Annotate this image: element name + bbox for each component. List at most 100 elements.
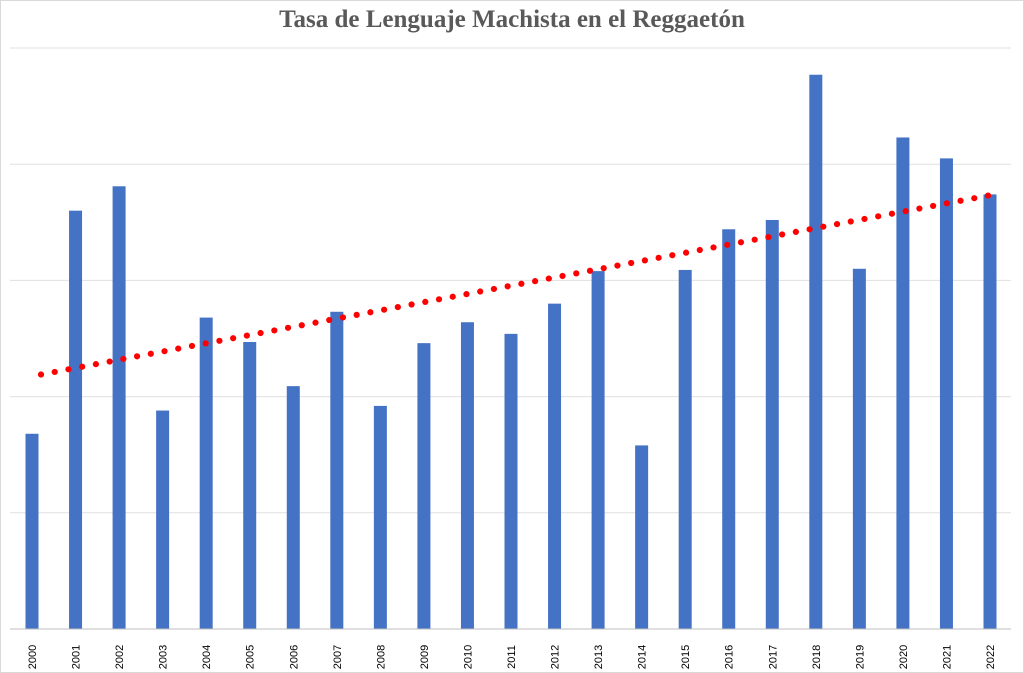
x-tick-label: 2010	[462, 645, 474, 669]
trendline-dot	[641, 257, 648, 264]
trendline-dot	[394, 303, 401, 311]
trendline-dot	[175, 345, 182, 352]
trendline-dot	[628, 259, 635, 267]
x-tick-label: 2014	[637, 645, 649, 669]
x-tick-label: 2006	[288, 645, 300, 669]
trendline-dot	[422, 298, 429, 306]
trendline-dot	[518, 280, 525, 287]
trendline-dot	[92, 361, 99, 368]
bar-series	[25, 74, 997, 630]
trendline-dot	[531, 278, 539, 285]
x-tick-label: 2013	[593, 645, 605, 669]
x-tick-label: 2021	[941, 645, 953, 669]
trendline-dot	[600, 265, 607, 272]
trendline-dot	[271, 327, 278, 334]
trendline-dot	[669, 252, 676, 259]
trendline-dot	[751, 236, 758, 243]
bar-2008	[373, 405, 387, 629]
x-tick-label: 2001	[71, 645, 83, 669]
trendline-dot	[779, 231, 786, 238]
bar-2014	[635, 445, 649, 629]
x-tick-label: 2016	[724, 645, 736, 669]
trendline-dot	[120, 355, 127, 363]
trendline-dot	[230, 335, 237, 342]
trendline-dot	[243, 332, 250, 339]
trendline-dot	[504, 283, 511, 290]
trendline-dot	[875, 213, 882, 220]
trendline-dot	[37, 371, 45, 378]
trendline-dot	[820, 223, 827, 230]
trendline-dot	[65, 366, 72, 373]
trendline-dot	[51, 368, 58, 376]
bar-2018	[809, 74, 823, 629]
trendline-dot	[655, 254, 662, 261]
trendline-dot	[435, 296, 443, 303]
trendline-dot	[614, 262, 621, 269]
bar-2002	[112, 186, 126, 629]
bar-2000	[25, 433, 39, 629]
trendline-dot	[79, 363, 86, 370]
trendline-dot	[957, 197, 964, 204]
trendline-dot	[765, 233, 772, 241]
x-tick-label: 2009	[419, 645, 431, 669]
trendline-dot	[490, 285, 498, 293]
trendline-dot	[463, 291, 470, 298]
bar-2016	[722, 229, 736, 629]
trendline-dot	[312, 319, 319, 326]
trendline-dot	[216, 337, 223, 344]
x-tick-label: 2019	[854, 645, 866, 669]
x-tick-label: 2008	[375, 645, 387, 669]
bar-2015	[678, 269, 692, 629]
bar-2013	[591, 271, 605, 629]
x-tick-label: 2004	[201, 645, 213, 669]
x-tick-label: 2015	[680, 645, 692, 669]
x-tick-label: 2012	[550, 645, 562, 669]
bar-2017	[765, 219, 779, 629]
bar-2011	[504, 333, 518, 629]
bar-2021	[939, 158, 953, 629]
trendline-dot	[682, 249, 690, 256]
trendline-dot	[971, 195, 978, 202]
trendline-dot	[147, 350, 154, 357]
trendline-dot	[888, 210, 896, 217]
trendline-dot	[930, 202, 937, 210]
x-tick-label: 2020	[898, 645, 910, 669]
bar-2005	[243, 341, 257, 629]
trendline-dot	[284, 324, 292, 331]
bar-2020	[896, 137, 910, 629]
trendline-dot	[298, 322, 305, 329]
trendline-dot	[586, 267, 594, 274]
x-tick-label: 2007	[332, 645, 344, 669]
trendline-dot	[408, 301, 415, 308]
x-tick-labels: 2000 2001 2002 2003 2004 2005 2006 2007 2008 2009…	[27, 645, 997, 669]
trendline-dot	[188, 342, 196, 350]
x-tick-label: 2017	[767, 645, 779, 669]
bar-2006	[286, 386, 300, 629]
x-tick-label: 2002	[114, 645, 126, 669]
x-tick-label: 2018	[811, 645, 823, 669]
trendline-dot	[339, 314, 347, 321]
trendline-dot	[902, 208, 909, 215]
x-tick-label: 2011	[506, 645, 518, 669]
trendline-dot	[724, 241, 731, 248]
trendline-dot	[710, 244, 717, 251]
bar-2019	[852, 268, 866, 629]
trendline-dot	[737, 239, 745, 246]
bar-2010	[460, 322, 474, 629]
trendline-dot	[847, 218, 854, 225]
x-tick-label: 2003	[158, 645, 170, 669]
chart-title: Tasa de Lenguaje Machista en el Reggaetó…	[279, 6, 745, 33]
trendline-dot	[367, 309, 374, 316]
trendline-dot	[257, 329, 264, 337]
trendline-dot	[202, 340, 209, 347]
trendline	[37, 192, 992, 378]
trendline-dot	[133, 353, 141, 360]
bar-2004	[199, 317, 213, 629]
trendline-dot	[381, 306, 388, 313]
bar-2012	[548, 303, 562, 629]
bar-2001	[69, 210, 83, 629]
bar-2007	[330, 311, 344, 629]
trendline-dot	[106, 358, 113, 365]
trendline-dot	[792, 228, 799, 235]
